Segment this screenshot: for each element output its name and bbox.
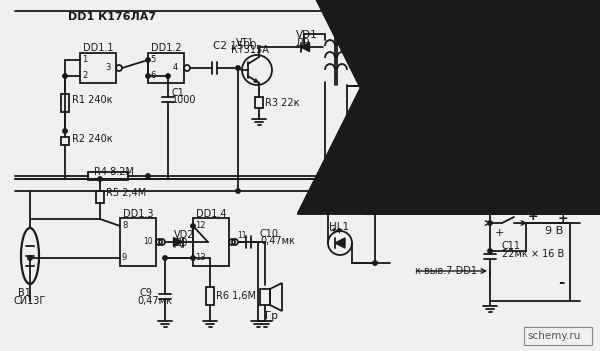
Text: C1: C1 — [172, 88, 185, 98]
Text: -: - — [558, 276, 565, 291]
Polygon shape — [301, 42, 310, 52]
Bar — [260, 289, 270, 305]
Polygon shape — [430, 0, 600, 213]
Text: 8: 8 — [122, 221, 127, 231]
Circle shape — [326, 177, 330, 181]
Text: Тр1: Тр1 — [331, 29, 350, 39]
Bar — [206, 287, 214, 305]
Text: 10: 10 — [143, 238, 152, 246]
Text: C11: C11 — [502, 241, 521, 251]
Text: 0,47мк: 0,47мк — [137, 296, 172, 306]
Text: DD1.2: DD1.2 — [151, 43, 182, 53]
Text: 5: 5 — [150, 55, 155, 65]
Text: 9: 9 — [122, 253, 127, 263]
Polygon shape — [173, 238, 182, 246]
Text: 1000: 1000 — [172, 95, 197, 105]
Text: VD2...VD7: VD2...VD7 — [404, 12, 464, 22]
Bar — [61, 137, 69, 145]
Circle shape — [146, 174, 150, 178]
Circle shape — [373, 261, 377, 265]
Text: Гр: Гр — [265, 311, 278, 321]
Text: Д9: Д9 — [174, 238, 189, 248]
Text: R7 680: R7 680 — [381, 188, 418, 198]
Text: C3...C8  0,05мк: C3...C8 0,05мк — [404, 89, 480, 99]
Text: C2 1500: C2 1500 — [213, 41, 257, 51]
Circle shape — [191, 224, 195, 228]
Text: к выв. 14 DD1: к выв. 14 DD1 — [415, 207, 486, 217]
Bar — [524, 327, 592, 345]
Text: КТ315А: КТ315А — [231, 45, 269, 55]
Text: SA1: SA1 — [498, 206, 523, 216]
Bar — [88, 172, 128, 180]
Text: R1 240к: R1 240к — [72, 95, 113, 105]
Text: +: + — [558, 212, 569, 225]
Text: 3: 3 — [105, 64, 110, 73]
Text: 2: 2 — [82, 72, 87, 80]
Text: schemy.ru: schemy.ru — [527, 331, 580, 341]
Circle shape — [488, 249, 492, 253]
Circle shape — [63, 74, 67, 78]
Text: +: + — [495, 228, 505, 238]
Polygon shape — [298, 0, 593, 213]
Polygon shape — [341, 0, 600, 213]
Text: VD1: VD1 — [296, 30, 318, 40]
Text: R6 1,6M: R6 1,6M — [216, 291, 256, 301]
Polygon shape — [275, 0, 571, 213]
Text: КД522: КД522 — [467, 12, 506, 22]
Text: 0,47мк: 0,47мк — [260, 236, 295, 246]
Polygon shape — [364, 0, 600, 213]
Text: VT1: VT1 — [236, 38, 254, 48]
Bar — [96, 191, 104, 203]
Text: 1: 1 — [82, 55, 87, 65]
Circle shape — [146, 74, 150, 78]
Circle shape — [236, 189, 240, 193]
Text: R2 240к: R2 240к — [72, 134, 113, 144]
Bar — [120, 218, 156, 266]
Circle shape — [191, 256, 195, 260]
Text: R5 2,4M: R5 2,4M — [106, 188, 146, 198]
Text: 6: 6 — [150, 72, 155, 80]
Bar — [193, 218, 229, 266]
Circle shape — [488, 221, 492, 225]
Text: 22мк × 16 В: 22мк × 16 В — [502, 249, 564, 259]
Text: C9: C9 — [140, 288, 153, 298]
Text: 12: 12 — [195, 221, 205, 231]
Circle shape — [28, 256, 32, 260]
Text: C10: C10 — [260, 229, 279, 239]
Bar — [255, 98, 263, 107]
Bar — [148, 53, 184, 83]
Text: 4: 4 — [173, 64, 178, 73]
Polygon shape — [254, 79, 259, 83]
Circle shape — [163, 256, 167, 260]
Text: HL1: HL1 — [329, 222, 349, 232]
Text: СИ13Г: СИ13Г — [13, 296, 46, 306]
Text: 13: 13 — [195, 253, 206, 263]
Circle shape — [166, 74, 170, 78]
Bar — [80, 53, 116, 83]
Bar — [61, 94, 69, 112]
Text: DD1.4: DD1.4 — [196, 209, 227, 219]
Circle shape — [98, 177, 102, 181]
Text: 11: 11 — [237, 232, 247, 240]
Text: DD1.1: DD1.1 — [83, 43, 113, 53]
Text: B1: B1 — [18, 288, 31, 298]
Circle shape — [63, 129, 67, 133]
Text: DD1.3: DD1.3 — [123, 209, 154, 219]
Text: DD1 К176ЛА7: DD1 К176ЛА7 — [68, 12, 156, 22]
Circle shape — [488, 177, 492, 181]
Text: R3 22к: R3 22к — [265, 98, 299, 108]
Circle shape — [146, 58, 150, 62]
Polygon shape — [407, 0, 600, 213]
Circle shape — [373, 177, 377, 181]
Text: Д9: Д9 — [296, 38, 311, 48]
Circle shape — [236, 66, 240, 70]
Bar — [371, 191, 379, 203]
Text: R4 8.2M: R4 8.2M — [94, 167, 134, 177]
Text: VD2: VD2 — [174, 230, 194, 240]
Polygon shape — [335, 238, 345, 248]
Text: к выв.7 DD1: к выв.7 DD1 — [415, 266, 477, 276]
Text: 9 В: 9 В — [545, 226, 563, 236]
Text: +: + — [528, 210, 539, 223]
